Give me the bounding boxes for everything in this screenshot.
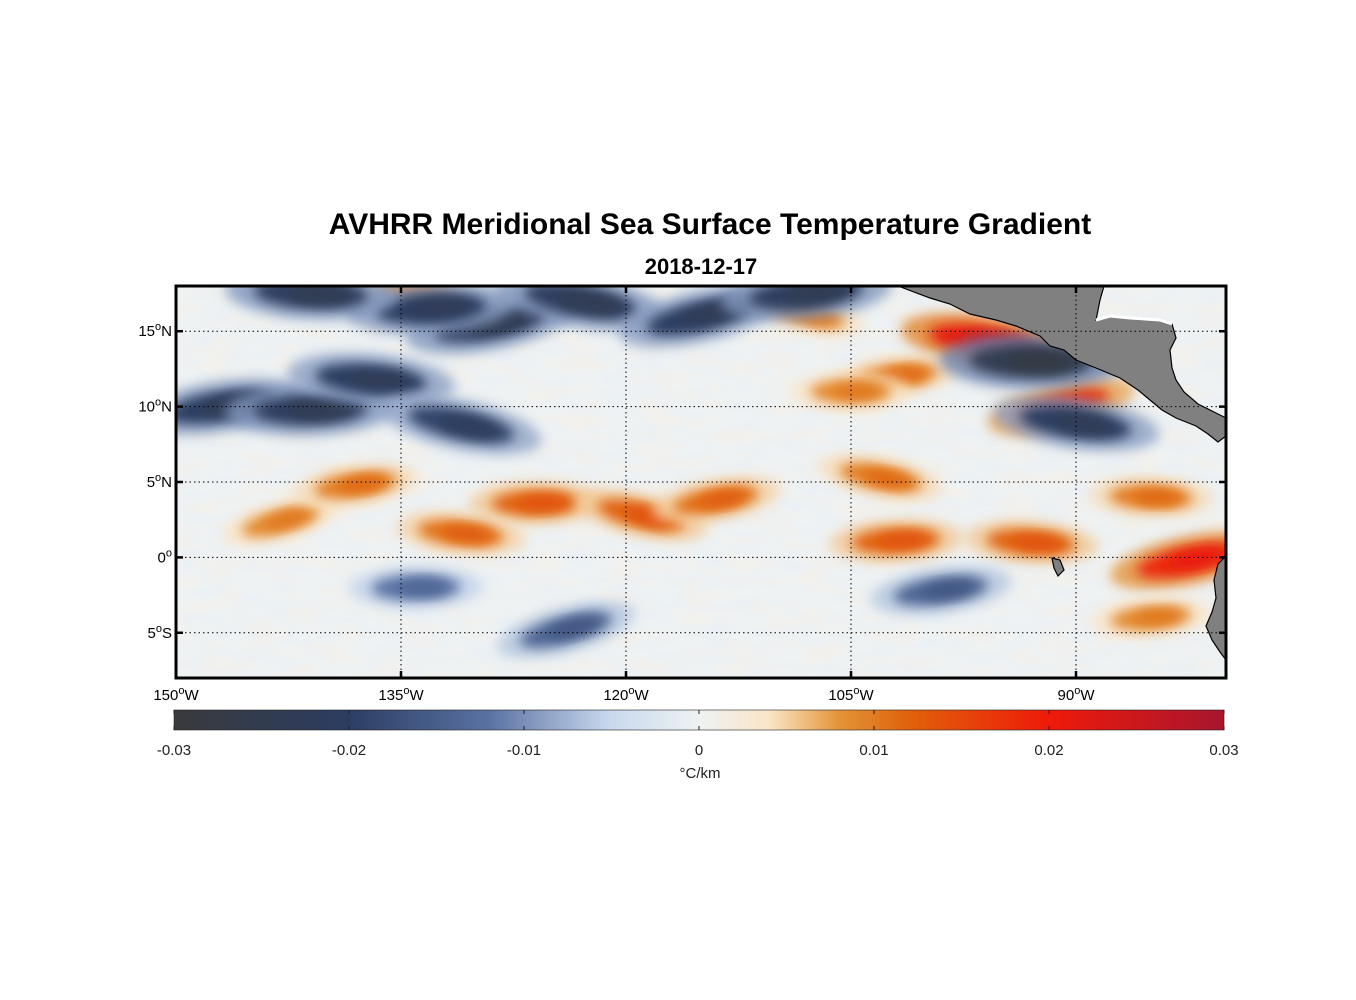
- positive-gradient-patch: [819, 454, 943, 501]
- positive-gradient-patch: [293, 462, 419, 508]
- gradient-features: [176, 286, 1226, 659]
- positive-gradient-patch: [828, 519, 964, 563]
- galapagos-island: [1051, 557, 1065, 578]
- negative-gradient-patch: [720, 286, 892, 321]
- map-plot-area: [176, 286, 1226, 678]
- positive-gradient-patch: [651, 476, 781, 524]
- lat-tick-label: 0o: [158, 547, 172, 566]
- positive-gradient-patch: [963, 520, 1099, 565]
- negative-gradient-patch: [380, 394, 542, 455]
- lon-tick-label: 120oW: [603, 685, 649, 704]
- colorbar-tick-label: -0.01: [507, 742, 541, 759]
- colorbar-tick-label: -0.02: [332, 742, 366, 759]
- colorbar-tick-label: 0.01: [859, 742, 888, 759]
- lon-tick-label: 90oW: [1058, 685, 1096, 704]
- lat-tick-label: 15oN: [138, 321, 172, 340]
- lat-tick-label: 5oS: [148, 623, 172, 642]
- positive-gradient-patch: [468, 481, 604, 525]
- lon-tick-label: 105oW: [828, 685, 874, 704]
- negative-gradient-patch: [287, 353, 455, 406]
- positive-gradient-patch: [1090, 597, 1212, 639]
- colorbar-tick-label: 0: [695, 742, 703, 759]
- lat-tick-label: 10oN: [138, 397, 172, 416]
- positive-gradient-patch: [221, 496, 341, 547]
- positive-gradient-patch: [790, 371, 912, 412]
- figure-title: AVHRR Meridional Sea Surface Temperature…: [329, 208, 1091, 241]
- positive-gradient-patch: [575, 489, 707, 541]
- colorbar-ticks: -0.03 -0.02 -0.01 0 0.01 0.02 0.03: [157, 710, 1239, 759]
- positive-gradient-patch: [396, 511, 526, 556]
- lon-tick-label: 150oW: [153, 685, 199, 704]
- colorbar-tick-label: 0.03: [1209, 742, 1238, 759]
- figure-date: 2018-12-17: [645, 254, 758, 279]
- colorbar: -0.03 -0.02 -0.01 0 0.01 0.02 0.03 °C/km: [157, 709, 1239, 782]
- negative-gradient-patch: [870, 566, 1012, 615]
- coastline-white: [1095, 314, 1173, 326]
- positive-gradient-patch: [1088, 476, 1214, 518]
- colorbar-label: °C/km: [680, 765, 721, 782]
- lat-tick-label: 5oN: [147, 472, 172, 491]
- negative-gradient-patch: [225, 286, 397, 320]
- colorbar-tick-label: -0.03: [157, 742, 191, 759]
- negative-gradient-patch: [496, 601, 636, 659]
- negative-gradient-patch: [992, 395, 1160, 452]
- colorbar-tick-label: 0.02: [1034, 742, 1063, 759]
- negative-gradient-patch: [348, 566, 484, 609]
- positive-gradient-patch: [1110, 531, 1226, 590]
- lon-tick-label: 135oW: [378, 685, 424, 704]
